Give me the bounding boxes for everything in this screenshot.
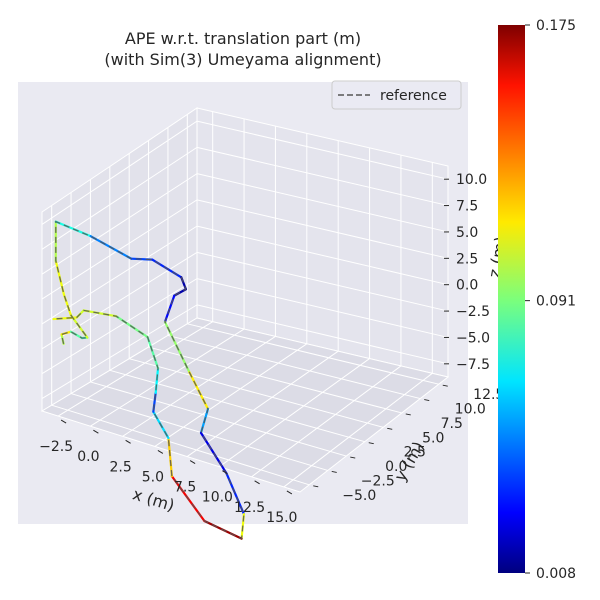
z-tick-label: 0.0 (456, 278, 478, 294)
x-tick-label: 7.5 (174, 480, 196, 496)
reference-line (53, 220, 245, 540)
colorbar (498, 25, 525, 573)
grid-z-right (196, 278, 449, 338)
grid-z-right (196, 120, 449, 180)
x-tick-mark (60, 419, 67, 424)
z-tick-label: −5.0 (456, 330, 490, 346)
grid-z-left (41, 173, 198, 275)
grid-z-left (41, 120, 198, 225)
colorbar-tick-label: 0.008 (536, 566, 576, 582)
y-tick-mark (368, 442, 374, 445)
grid-y-floor (70, 393, 328, 471)
grid-y-floor (90, 381, 347, 457)
grid-z-left (41, 146, 198, 250)
grid-y-floor (187, 323, 439, 385)
x-tick-mark (286, 490, 293, 495)
y-tick-mark (331, 470, 337, 473)
z-tick-label: 2.5 (456, 251, 478, 267)
grid-lines (41, 111, 449, 488)
y-tick-label: 0.0 (385, 459, 407, 475)
grid-z-right (196, 251, 449, 312)
y-tick-mark (350, 456, 356, 459)
x-tick-label: 0.0 (77, 449, 99, 465)
y-tick-mark (387, 427, 393, 430)
y-tick-mark (442, 384, 448, 387)
colorbar-tick-label: 0.091 (536, 294, 576, 310)
colorbar-tick-label: 0.175 (536, 18, 576, 34)
y-tick-mark (424, 399, 430, 402)
grid-x-floor (90, 328, 245, 427)
grid-x-floor (219, 358, 370, 468)
y-tick-label: −2.5 (361, 473, 395, 489)
y-tick-label: 2.5 (404, 445, 426, 461)
x-tick-mark (157, 450, 164, 454)
chart-title-line1: APE w.r.t. translation part (m) (125, 29, 361, 48)
z-tick-label: 7.5 (456, 199, 478, 215)
x-tick-mark (93, 429, 99, 434)
grid-y-floor (51, 404, 310, 486)
colorbar-ticks: 0.008 0.091 0.175 (525, 18, 576, 582)
reference-trajectory (53, 220, 245, 540)
x-ticks: −2.50.0 2.5 5.0 7.5 10.012.515.0 (39, 419, 297, 526)
grid-z-right (196, 173, 449, 233)
floor-pane (40, 317, 450, 493)
z-tick-label: 10.0 (456, 172, 487, 188)
y-tick-label: −5.0 (342, 488, 376, 504)
z-tick-label: 5.0 (456, 225, 478, 241)
grid-x-floor (122, 336, 276, 437)
y-tick-mark (313, 485, 319, 488)
y-ticks: −5.0−2.50.02.55.07.510.012.5 (313, 384, 504, 504)
grid-x-floor (186, 350, 339, 457)
trajectory-segment (146, 335, 160, 370)
grid-z-left (41, 278, 198, 375)
grid-x-floor (283, 372, 433, 488)
y-tick-label: 10.0 (455, 402, 486, 418)
x-tick-mark (125, 439, 131, 444)
x-tick-label: 12.5 (234, 500, 265, 516)
grid-z-right (196, 146, 449, 207)
grid-x-floor (251, 365, 402, 478)
legend-box (331, 80, 462, 110)
grid-z-left (41, 199, 198, 300)
x-tick-label: 2.5 (109, 459, 131, 475)
legend-label: reference (380, 88, 447, 104)
grid-z-right (196, 304, 449, 365)
z-tick-label: −7.5 (456, 357, 490, 373)
legend: reference (331, 80, 462, 110)
x-tick-label: 15.0 (266, 510, 297, 526)
grid-z-left (41, 304, 198, 399)
axis-panes (40, 107, 450, 493)
grid-y-floor (129, 358, 384, 428)
x-tick-mark (222, 470, 228, 475)
x-tick-mark (254, 480, 260, 485)
x-tick-label: 10.0 (202, 490, 233, 506)
y-tick-mark (405, 413, 411, 416)
x-tick-label: 5.0 (142, 469, 164, 485)
z-tick-label: −2.5 (456, 304, 490, 320)
y-tick-label: 7.5 (441, 416, 463, 432)
z-ticks: −7.5 −5.0 −2.5 0.0 2.5 5.0 7.5 10.0 (444, 172, 490, 373)
grid-y-floor (167, 334, 421, 400)
grid-z-right (196, 225, 449, 286)
x-tick-label: −2.5 (39, 439, 73, 455)
grid-y-floor (109, 369, 365, 443)
y-tick-label: 5.0 (422, 430, 444, 446)
x-tick-mark (189, 460, 196, 464)
chart-title-line2: (with Sim(3) Umeyama alignment) (104, 50, 381, 69)
grid-y-floor (148, 346, 402, 414)
grid-x-floor (57, 321, 213, 417)
y-tick-label: 12.5 (473, 387, 504, 403)
grid-z-right (196, 199, 449, 259)
grid-x-floor (154, 343, 308, 447)
